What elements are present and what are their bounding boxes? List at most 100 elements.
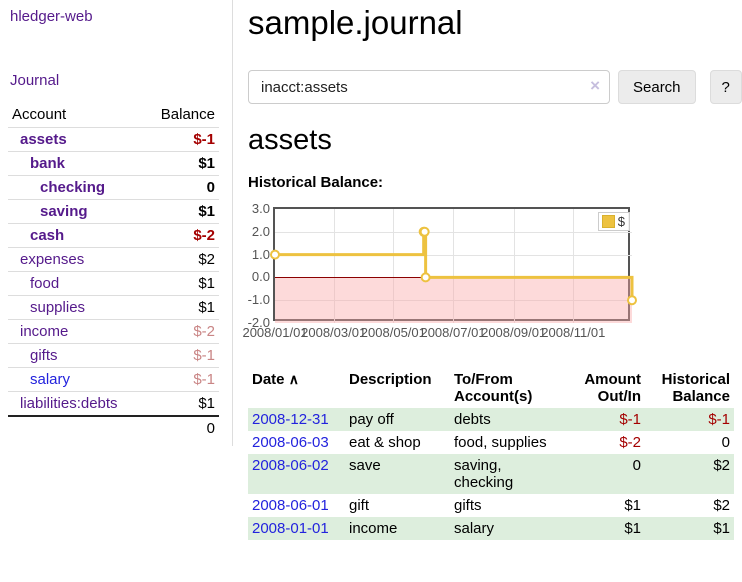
column-header-accounts: To/From Account(s) [454,371,533,405]
transaction-accounts: salary [450,517,565,540]
search-button[interactable]: Search [618,70,696,104]
account-balance: $-1 [193,347,215,364]
account-link[interactable]: saving [40,203,88,220]
transaction-balance: $1 [645,517,734,540]
account-balance: $-1 [193,371,215,388]
account-link[interactable]: supplies [30,299,86,316]
account-link[interactable]: checking [40,179,106,196]
account-row: supplies $1 [8,295,219,319]
transaction-accounts: saving, checking [450,454,565,494]
transactions-header-row: Date ∧ Description To/From Account(s) Am… [248,368,734,408]
account-balance: $-2 [193,323,215,340]
x-axis-tick-label: 2008/09/01 [481,325,547,340]
transaction-date-cell: 2008-06-01 [248,494,345,517]
app-title-link[interactable]: hledger-web [10,8,93,25]
column-header-balance: Historical Balance [661,371,730,405]
transaction-date-cell: 2008-12-31 [248,408,345,431]
account-balance: $1 [198,275,215,292]
transaction-date-link[interactable]: 2008-06-02 [252,457,329,474]
account-link[interactable]: expenses [20,251,85,268]
sidebar-item-journal[interactable]: Journal [10,72,60,89]
transaction-balance: 0 [721,434,730,451]
help-button[interactable]: ? [709,70,742,104]
account-link[interactable]: bank [30,155,66,172]
account-row: income $-2 [8,319,219,343]
h-gridline [275,254,632,256]
transaction-amount: $1 [565,517,645,540]
account-link[interactable]: salary [30,371,71,388]
y-axis-tick-label: 2.0 [251,223,270,239]
transaction-description: eat & shop [349,434,421,451]
h-gridline [275,231,632,233]
search-input[interactable] [248,70,610,104]
account-row: checking 0 [8,175,219,199]
y-axis-tick-label: 0.0 [251,269,270,285]
search-form: × Search ? [248,70,742,104]
x-axis-tick-label: 2008/03/01 [301,325,367,340]
transaction-accounts: gifts [454,497,482,514]
transaction-date-link[interactable]: 2008-12-31 [252,411,329,428]
clear-search-icon[interactable]: × [590,76,600,95]
chart: $ 2008/01/01 2008/03/01 2008/05/01 2008/07/… [242,201,734,348]
page-title: sample.journal [248,4,463,41]
account-balance: 0 [206,179,215,196]
transactions-table: Date ∧ Description To/From Account(s) Am… [248,368,734,540]
main-content: sample.journal × Search ? assets Histori… [242,0,742,540]
accounts-header-account: Account [12,106,67,123]
x-axis-tick-label: 2008/01/01 [242,325,308,340]
y-axis-tick-label: -2.0 [247,315,270,330]
column-header-date[interactable]: Date ∧ [252,371,299,388]
transaction-accounts: debts [450,408,565,431]
transaction-amount: $-1 [565,408,645,431]
account-link[interactable]: gifts [30,347,58,364]
accounts-header-balance: Balance [160,106,215,123]
account-balance: $1 [198,155,215,172]
account-balance: $1 [198,395,215,412]
txn-tbody: 2008-12-31 pay off debts $-1 $-1 2008-06-03 ea… [248,408,734,540]
accounts-header: Account Balance [8,102,219,127]
x-axis-tick-label: 2008/11/01 [541,325,606,340]
transaction-description: income [345,517,450,540]
accounts-table: Account Balance assets $-1 bank $1 checking 0… [8,102,219,440]
account-link[interactable]: liabilities:debts [20,395,118,412]
transaction-accounts: food, supplies [454,434,547,451]
account-heading: assets [248,124,332,156]
legend-label: $ [617,214,625,229]
account-row: gifts $-1 [8,343,219,367]
transaction-row: 2008-12-31 pay off debts $-1 $-1 [248,408,734,431]
account-link[interactable]: income [20,323,69,340]
chart-legend: $ [597,212,630,231]
account-balance: $2 [198,251,215,268]
account-row: bank $1 [8,151,219,175]
account-balance: $1 [198,203,215,220]
transaction-date-cell: 2008-06-03 [248,431,345,454]
h-gridline [275,300,632,302]
chart-title: Historical Balance: [248,174,384,191]
accounts-list: assets $-1 bank $1 checking 0 saving $1 cash $-2 e… [8,127,219,415]
transaction-date-cell: 2008-06-02 [248,454,345,494]
account-link[interactable]: food [30,275,60,292]
account-row: assets $-1 [8,127,219,151]
transaction-row: 2008-06-01 gift gifts $1 $2 [248,494,734,517]
account-link[interactable]: assets [20,131,67,148]
account-balance: $-1 [193,131,215,148]
account-balance: $1 [198,299,215,316]
transaction-balance: $2 [645,454,734,494]
y-axis-tick-label: 3.0 [251,201,270,216]
y-axis-tick-label: -1.0 [247,292,270,308]
transaction-description: gift [349,497,370,514]
account-row: saving $1 [8,199,219,223]
account-link[interactable]: cash [30,227,65,244]
transaction-amount: $1 [624,497,641,514]
column-header-amount: Amount Out/In [584,371,641,405]
transaction-date-link[interactable]: 2008-06-01 [252,497,329,514]
transaction-date-link[interactable]: 2008-01-01 [252,520,329,537]
transaction-balance: $-1 [645,408,734,431]
transaction-row: 2008-06-03 eat & shop food, supplies $-2 0 [248,431,734,454]
transaction-row: 2008-06-02 save saving, checking 0 $2 [248,454,734,494]
transaction-date-link[interactable]: 2008-06-03 [252,434,329,451]
negative-region [275,277,632,323]
transaction-row: 2008-01-01 income salary $1 $1 [248,517,734,540]
accounts-total: 0 [8,415,219,440]
x-axis-tick-label: 2008/05/01 [360,325,426,340]
